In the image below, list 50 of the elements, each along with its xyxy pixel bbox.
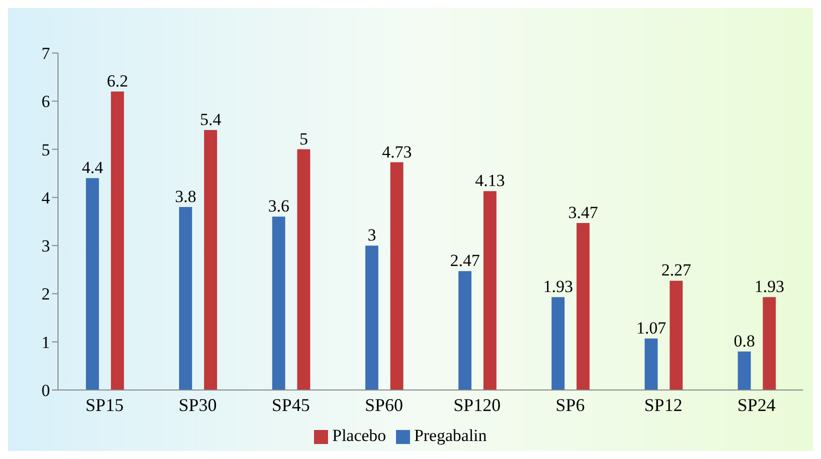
x-tick-label: SP60 — [364, 394, 403, 415]
x-tick-label: SP120 — [454, 394, 501, 415]
data-label: 1.07 — [636, 318, 667, 338]
bar — [86, 178, 99, 390]
bar — [576, 222, 590, 390]
bar — [297, 149, 310, 390]
bar — [644, 338, 658, 390]
y-tick-label: 5 — [42, 140, 50, 160]
x-tick-label: SP45 — [272, 394, 310, 415]
data-label: 0.8 — [734, 331, 755, 350]
y-tick-label: 6 — [42, 92, 50, 112]
legend-label: Pregabalin — [414, 426, 487, 445]
bar — [738, 351, 751, 390]
bar — [483, 191, 496, 390]
data-label: 3.47 — [568, 202, 598, 222]
data-label: 3 — [368, 226, 376, 245]
bar — [179, 207, 192, 390]
data-label: 4.73 — [382, 142, 412, 162]
y-tick-label: 4 — [42, 188, 50, 208]
bar — [365, 246, 378, 390]
data-label: 6.2 — [106, 72, 128, 91]
legend-label: Placebo — [332, 426, 386, 445]
data-label: 3.8 — [174, 187, 196, 206]
data-label: 5.4 — [200, 110, 222, 130]
data-label: 4.4 — [82, 158, 104, 178]
y-tick-label: 7 — [42, 44, 50, 64]
data-label: 2.47 — [450, 251, 480, 270]
bar — [390, 162, 404, 390]
bar — [110, 92, 124, 390]
y-tick-label: 3 — [42, 236, 50, 256]
data-label: 3.6 — [268, 196, 290, 216]
bar — [204, 130, 218, 390]
y-tick-label: 1 — [42, 332, 50, 352]
x-tick-label: SP6 — [556, 394, 585, 415]
data-label: 1.93 — [754, 277, 784, 296]
data-label: 5 — [299, 129, 308, 148]
bar — [458, 271, 472, 390]
data-label: 1.93 — [543, 277, 573, 296]
x-tick-label: SP15 — [86, 394, 124, 415]
bar — [762, 297, 776, 390]
bar — [272, 216, 286, 390]
x-tick-label: SP30 — [178, 394, 217, 415]
data-label: 4.13 — [475, 171, 505, 190]
data-label: 2.27 — [661, 260, 692, 280]
bar — [552, 297, 565, 390]
x-tick-label: SP24 — [737, 394, 776, 415]
y-tick-label: 0 — [42, 381, 50, 400]
x-tick-label: SP12 — [644, 394, 682, 415]
bar — [670, 280, 683, 390]
y-tick-label: 2 — [42, 284, 50, 304]
